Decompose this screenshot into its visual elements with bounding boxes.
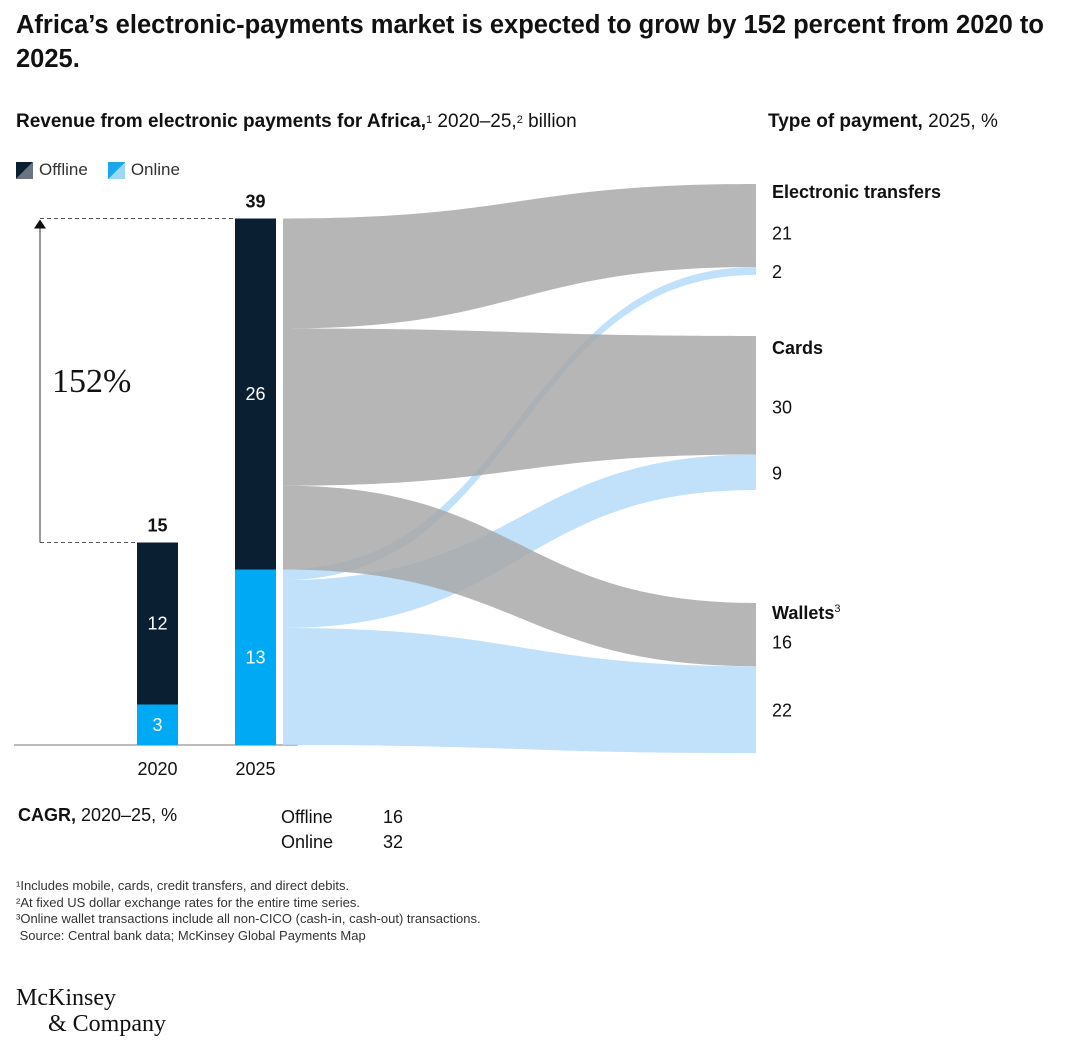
cagr-row-value: 16 bbox=[382, 807, 403, 827]
footnote-ref-1: 1 bbox=[426, 114, 433, 126]
bar-offline-value-label: 12 bbox=[147, 614, 167, 634]
chart-title: Africa’s electronic-payments market is e… bbox=[16, 11, 1044, 73]
source-note: Source: Central bank data; McKinsey Glob… bbox=[16, 927, 366, 943]
cagr-label-rest: 2020–25, % bbox=[76, 805, 178, 825]
footnotes: ¹Includes mobile, cards, credit transfer… bbox=[16, 878, 481, 944]
x-tick-label: 2020 bbox=[137, 759, 177, 779]
cagr-label-bold: CAGR, bbox=[18, 805, 76, 825]
flow-offline-wallets bbox=[283, 485, 756, 667]
cagr-row-online: Online 32 bbox=[281, 830, 403, 855]
cagr-row-offline: Offline 16 bbox=[281, 805, 403, 830]
bar-online-value-label: 13 bbox=[245, 647, 265, 667]
flow-offline-value-label: 30 bbox=[772, 397, 792, 417]
right-subtitle-bold: Type of payment, bbox=[768, 111, 923, 132]
footnote-1: ¹Includes mobile, cards, credit transfer… bbox=[16, 878, 350, 893]
right-subtitle-rest: 2025, % bbox=[922, 111, 998, 132]
bar-total-label: 15 bbox=[147, 516, 167, 536]
footnote-ref-3: 3 bbox=[834, 603, 840, 615]
legend: Offline Online bbox=[16, 160, 180, 180]
legend-offline-label: Offline bbox=[39, 160, 88, 179]
brand-logo: McKinsey & Company bbox=[16, 985, 166, 1037]
bar-online-value-label: 3 bbox=[152, 715, 162, 735]
cagr-table: Offline 16 Online 32 bbox=[281, 805, 403, 855]
legend-offline-swatch bbox=[16, 161, 33, 179]
cagr-row-name: Offline bbox=[281, 807, 333, 827]
cagr-row-name: Online bbox=[281, 832, 334, 852]
growth-arrow-head bbox=[34, 219, 46, 229]
bar-online-2025 bbox=[235, 569, 276, 745]
left-subtitle-unit: billion bbox=[522, 111, 577, 132]
left-chart-subtitle: Revenue from electronic payments for Afr… bbox=[16, 110, 577, 134]
cagr-label: CAGR, 2020–25, % bbox=[18, 805, 177, 826]
growth-label: 152% bbox=[52, 363, 131, 400]
bar-offline-2020 bbox=[137, 542, 178, 705]
flow-online-value-label: 9 bbox=[772, 463, 782, 483]
bar-total-label: 39 bbox=[245, 192, 265, 212]
brand-line-2: & Company bbox=[48, 1011, 166, 1037]
flow-online-value-label: 2 bbox=[772, 262, 782, 282]
category-label: Wallets3 bbox=[772, 603, 840, 623]
footnote-ref-2: 2 bbox=[516, 114, 523, 126]
cagr-row-value: 32 bbox=[382, 832, 403, 852]
left-subtitle-bold: Revenue from electronic payments for Afr… bbox=[16, 111, 427, 132]
bar-offline-2025 bbox=[235, 218, 276, 570]
x-tick-label: 2025 bbox=[235, 759, 275, 779]
bar-offline-value-label: 26 bbox=[245, 384, 265, 404]
footnote-2: ²At fixed US dollar exchange rates for t… bbox=[16, 894, 360, 910]
flow-offline-value-label: 21 bbox=[772, 223, 792, 243]
flow-online-value-label: 22 bbox=[772, 701, 792, 721]
flow-offline-cards bbox=[283, 328, 756, 486]
legend-online-label: Online bbox=[130, 160, 180, 179]
category-label: Cards bbox=[772, 338, 823, 358]
flow-offline-value-label: 16 bbox=[772, 633, 792, 653]
bar-online-2020 bbox=[137, 704, 178, 745]
flow-offline-electronic-transfers bbox=[283, 184, 756, 329]
right-chart-subtitle: Type of payment, 2025, % bbox=[768, 110, 998, 134]
flow-online-wallets bbox=[283, 628, 756, 754]
legend-online-swatch bbox=[107, 161, 125, 179]
category-label: Electronic transfers bbox=[772, 182, 941, 202]
footnote-3: ³Online wallet transactions include all … bbox=[16, 911, 481, 926]
left-subtitle-years: 2020–25, bbox=[432, 111, 517, 132]
brand-line-1: McKinsey bbox=[16, 985, 116, 1011]
flow-online-cards bbox=[283, 454, 756, 628]
